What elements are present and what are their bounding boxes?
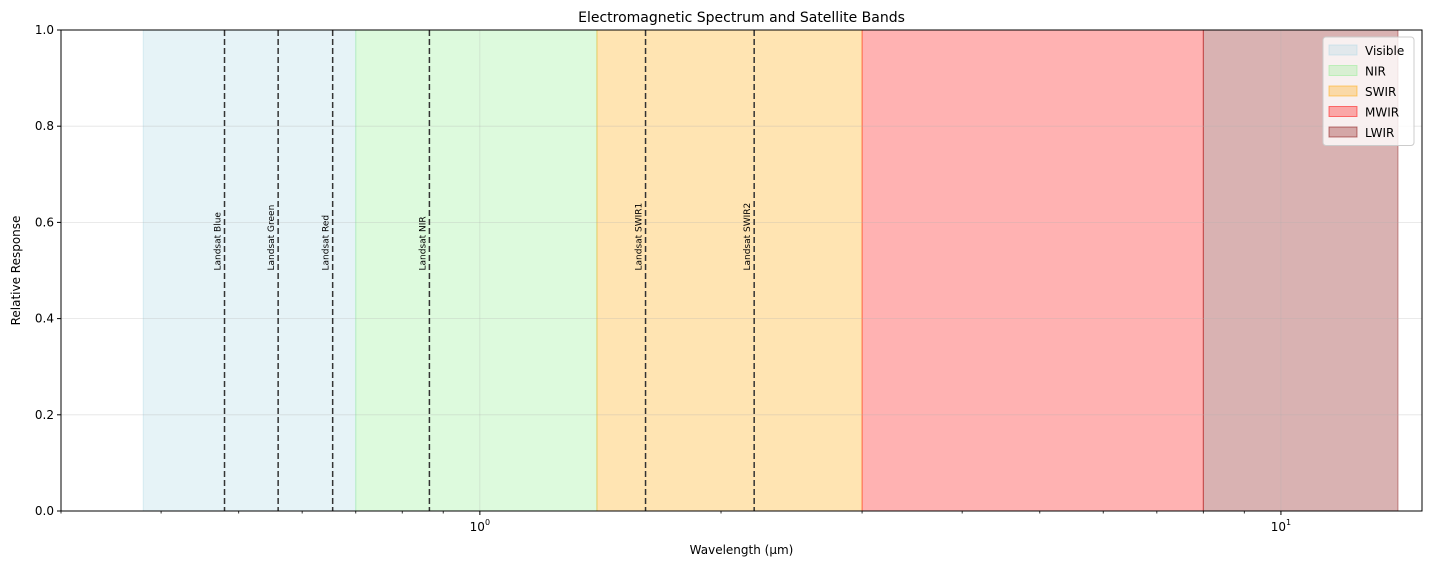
y-tick-label: 1.0 bbox=[35, 23, 54, 37]
legend-swatch-lwir bbox=[1328, 126, 1358, 138]
band-label-landsat-swir1: Landsat SWIR1 bbox=[635, 203, 645, 271]
x-axis-ticks: 100 101 bbox=[60, 511, 1291, 534]
y-axis-ticks: 0.0 0.2 0.4 0.6 0.8 1.0 bbox=[35, 23, 61, 518]
band-label-landsat-nir: Landsat NIR bbox=[418, 216, 428, 270]
axes-frame bbox=[60, 29, 1423, 512]
band-label-landsat-blue: Landsat Blue bbox=[214, 212, 224, 271]
x-axis-label: Wavelength (μm) bbox=[690, 543, 794, 557]
legend-swatch-nir bbox=[1328, 65, 1358, 76]
satellite-bands: Landsat Blue Landsat Green Landsat Red Land… bbox=[214, 30, 755, 511]
band-label-landsat-red: Landsat Red bbox=[322, 215, 332, 271]
legend-swatch-swir bbox=[1328, 85, 1358, 97]
legend-frame bbox=[1322, 36, 1415, 146]
y-tick-label: 0.6 bbox=[35, 215, 54, 229]
legend-swatch-mwir bbox=[1328, 106, 1358, 117]
y-tick-label: 0.8 bbox=[35, 119, 54, 133]
region-mwir bbox=[861, 29, 1204, 512]
legend-label-mwir: MWIR bbox=[1365, 106, 1399, 120]
region-nir bbox=[355, 29, 598, 512]
legend-label-nir: NIR bbox=[1365, 65, 1386, 79]
spectral-regions bbox=[142, 29, 1399, 512]
region-visible bbox=[142, 29, 357, 512]
region-swir bbox=[596, 29, 863, 512]
legend: Visible NIR SWIR MWIR LWIR bbox=[1322, 36, 1415, 146]
x-tick-label: 100 bbox=[470, 518, 490, 534]
x-tick-label: 101 bbox=[1271, 518, 1291, 534]
chart-title: Electromagnetic Spectrum and Satellite B… bbox=[578, 10, 905, 26]
legend-label-lwir: LWIR bbox=[1365, 126, 1394, 140]
legend-swatch-visible bbox=[1328, 44, 1358, 56]
y-tick-label: 0.4 bbox=[35, 312, 54, 326]
y-axis-label: Relative Response bbox=[9, 216, 23, 326]
legend-label-swir: SWIR bbox=[1365, 85, 1396, 99]
y-tick-label: 0.2 bbox=[35, 408, 54, 422]
legend-label-visible: Visible bbox=[1365, 44, 1404, 58]
band-label-landsat-green: Landsat Green bbox=[267, 205, 277, 271]
band-label-landsat-swir2: Landsat SWIR2 bbox=[743, 203, 753, 271]
y-tick-label: 0.0 bbox=[35, 504, 54, 518]
